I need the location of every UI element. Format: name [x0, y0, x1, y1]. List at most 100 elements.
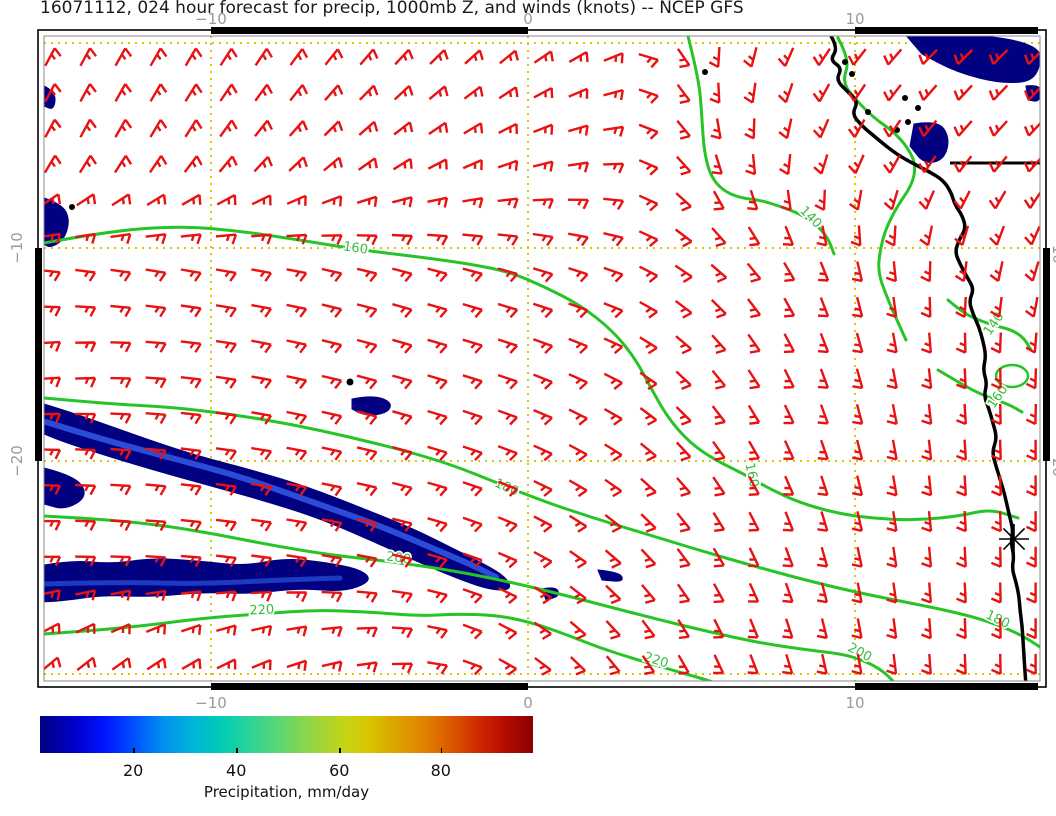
wind-barb [674, 228, 693, 248]
wind-barb [110, 447, 132, 460]
wind-barb [814, 189, 826, 211]
wind-barb [953, 120, 973, 137]
wind-barb [534, 656, 552, 676]
wind-barb [604, 443, 623, 462]
precip-shaded-area [905, 36, 1040, 83]
wind-barb [356, 303, 378, 318]
wind-barb [463, 122, 484, 135]
wind-barb [145, 483, 167, 496]
wind-barb [604, 514, 622, 533]
wind-barb [497, 445, 518, 462]
wind-barb [254, 119, 273, 137]
colorbar-tick-label: 20 [122, 761, 144, 780]
wind-barb [568, 443, 588, 462]
wind-barb [428, 121, 449, 135]
wind-barb [883, 84, 902, 102]
wind-barb [251, 411, 272, 425]
axis-tick-label-top: 10 [845, 10, 864, 28]
wind-barb [180, 376, 202, 389]
wind-barb [391, 445, 413, 461]
wind-barb [184, 47, 203, 67]
axis-alternating-band [211, 27, 528, 34]
wind-barb [640, 477, 657, 498]
wind-barb [254, 48, 273, 66]
wind-barb [499, 49, 519, 65]
wind-barb [462, 302, 483, 318]
wind-barb [921, 510, 933, 533]
wind-barb [75, 232, 97, 244]
wind-barb [215, 339, 237, 354]
wind-barb [710, 299, 727, 319]
wind-barb [640, 584, 656, 604]
wind-barb [288, 156, 308, 172]
wind-barb [533, 621, 552, 640]
wind-barb [886, 439, 898, 461]
wind-barb [427, 445, 448, 461]
wind-barb [851, 546, 863, 568]
wind-barb [75, 412, 97, 424]
wind-barb [533, 480, 553, 497]
wind-barb [745, 153, 757, 176]
wind-barb [783, 404, 795, 425]
wind-barb [675, 335, 692, 355]
wind-barb [392, 410, 413, 426]
wind-barb [44, 47, 62, 67]
wind-barb [990, 332, 1002, 354]
wind-barb [604, 549, 622, 569]
wind-barb [392, 196, 413, 208]
wind-barb [569, 550, 587, 569]
wind-barb [497, 409, 518, 426]
wind-barb [603, 88, 624, 101]
wind-barb [882, 119, 902, 138]
wind-barb [110, 483, 132, 496]
wind-barb [990, 546, 1002, 568]
colorbar-tick-mark [440, 748, 443, 753]
wind-barb [747, 226, 761, 247]
wind-barb [1025, 618, 1037, 640]
wind-barb [747, 333, 761, 354]
wind-barb [677, 654, 690, 675]
wind-barb [991, 403, 1002, 426]
wind-barb [1025, 511, 1037, 533]
wind-barb [358, 157, 378, 171]
wind-barb [675, 441, 692, 462]
axis-alternating-band [855, 683, 1038, 690]
wind-barb [286, 554, 308, 568]
wind-barb [391, 589, 413, 604]
wind-barb [321, 553, 343, 568]
wind-barb [711, 227, 727, 248]
wind-barb [568, 266, 589, 283]
wind-barb [321, 267, 343, 283]
wind-barb [44, 154, 62, 174]
colorbar-gradient [40, 716, 533, 753]
wind-barb [713, 618, 725, 639]
wind-barb [569, 585, 587, 605]
wind-barb [777, 82, 794, 104]
wind-barb [991, 475, 1002, 497]
wind-barb [748, 547, 760, 568]
precip-shaded-area [909, 122, 949, 163]
wind-barb [462, 409, 483, 426]
wind-barb [920, 261, 932, 283]
wind-barb [568, 302, 589, 319]
wind-barb-layer [44, 46, 1040, 676]
wind-barb [817, 368, 830, 389]
wind-barb [215, 411, 237, 425]
wind-barb [851, 653, 863, 675]
wind-barb [605, 655, 621, 676]
wind-barb [603, 162, 625, 174]
wind-barb [75, 376, 97, 388]
wind-barb [812, 83, 831, 103]
wind-barb [180, 340, 202, 353]
wind-barb [676, 548, 691, 568]
wind-barb [782, 582, 794, 604]
contour-label: 220 [249, 602, 275, 618]
axis-tick-label-right: −10 [1049, 232, 1056, 264]
wind-barb [321, 446, 343, 461]
wind-barb [886, 546, 898, 568]
precip-shaded-area [44, 467, 85, 509]
wind-barb [886, 332, 898, 354]
asterisk-spoke [1002, 527, 1026, 551]
wind-barb [713, 654, 725, 675]
